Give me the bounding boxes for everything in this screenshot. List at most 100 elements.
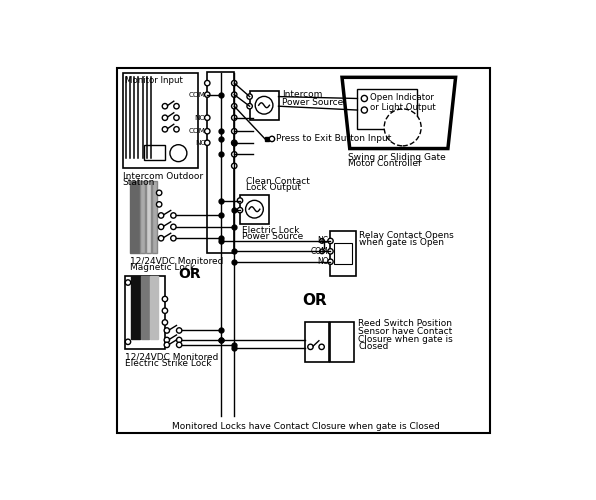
Text: when gate is Open: when gate is Open [359, 238, 445, 246]
Text: Motor Controller: Motor Controller [348, 158, 421, 168]
Circle shape [174, 126, 179, 132]
Circle shape [269, 136, 275, 141]
Circle shape [125, 280, 131, 285]
Circle shape [170, 213, 176, 218]
Text: Relay Contact Opens: Relay Contact Opens [359, 230, 454, 239]
Text: NC: NC [195, 140, 206, 146]
Text: Power Source: Power Source [283, 98, 344, 107]
Bar [240, 195, 269, 224]
Circle shape [361, 107, 368, 113]
Circle shape [231, 163, 237, 168]
Polygon shape [342, 78, 455, 148]
Bar [132, 276, 140, 339]
Circle shape [164, 328, 169, 333]
Text: COM: COM [311, 247, 328, 256]
Text: OR: OR [303, 293, 327, 308]
Text: Reed Switch Position: Reed Switch Position [358, 319, 452, 328]
Text: 12/24VDC Monitored: 12/24VDC Monitored [131, 256, 224, 266]
Circle shape [204, 128, 210, 134]
Bar [265, 136, 269, 141]
Bar [145, 182, 151, 252]
Circle shape [204, 115, 210, 120]
Text: 12/24VDC Monitored: 12/24VDC Monitored [125, 352, 218, 362]
Circle shape [159, 213, 164, 218]
Bar [139, 182, 145, 252]
Text: NO: NO [194, 115, 206, 120]
Bar [144, 146, 165, 160]
Bar [150, 276, 159, 339]
Circle shape [231, 80, 237, 86]
Circle shape [162, 126, 167, 132]
Circle shape [162, 320, 167, 325]
Text: Intercom Outdoor: Intercom Outdoor [123, 172, 203, 181]
Bar [330, 322, 353, 362]
Circle shape [328, 259, 333, 264]
Text: Closed: Closed [358, 342, 389, 351]
Circle shape [231, 104, 237, 109]
Bar [125, 276, 165, 349]
Circle shape [204, 140, 210, 145]
Bar [152, 182, 157, 252]
Bar [131, 182, 139, 252]
Circle shape [174, 115, 179, 120]
Text: Press to Exit Button Input: Press to Exit Button Input [276, 134, 391, 143]
Text: or Light Output: or Light Output [370, 103, 436, 112]
Circle shape [231, 152, 237, 157]
Circle shape [231, 140, 237, 145]
Text: Monitored Locks have Contact Closure when gate is Closed: Monitored Locks have Contact Closure whe… [172, 422, 439, 432]
Text: Closure when gate is: Closure when gate is [358, 334, 453, 344]
Circle shape [308, 344, 313, 350]
Circle shape [162, 115, 167, 120]
Circle shape [246, 200, 263, 218]
Circle shape [159, 224, 164, 230]
Circle shape [170, 236, 176, 241]
Text: Magnetic Lock: Magnetic Lock [131, 262, 195, 272]
Text: Clean Contact: Clean Contact [246, 177, 310, 186]
Circle shape [176, 342, 182, 347]
Bar [334, 243, 352, 264]
Text: Electric Strike Lock: Electric Strike Lock [125, 359, 211, 368]
Circle shape [319, 344, 324, 350]
Circle shape [231, 128, 237, 134]
Bar [250, 91, 278, 120]
Circle shape [319, 249, 324, 254]
Text: Open Indicator: Open Indicator [370, 93, 434, 102]
Circle shape [176, 338, 182, 342]
Text: NC: NC [318, 236, 328, 246]
Text: Sensor have Contact: Sensor have Contact [358, 327, 452, 336]
Circle shape [204, 80, 210, 86]
Circle shape [231, 115, 237, 120]
Circle shape [157, 202, 162, 207]
Circle shape [247, 104, 252, 109]
Circle shape [162, 104, 167, 109]
Circle shape [328, 248, 333, 254]
Text: OR: OR [178, 266, 201, 280]
Text: Lock Output: Lock Output [246, 184, 301, 192]
Bar [330, 232, 355, 276]
Circle shape [170, 144, 187, 162]
Circle shape [237, 198, 243, 203]
Circle shape [164, 342, 169, 347]
Circle shape [255, 96, 273, 114]
Text: COM: COM [188, 128, 206, 134]
Circle shape [174, 104, 179, 109]
Circle shape [162, 296, 167, 302]
Circle shape [204, 92, 210, 98]
Bar [306, 322, 328, 362]
Bar [358, 89, 417, 130]
Circle shape [164, 338, 169, 342]
Circle shape [159, 236, 164, 241]
Text: Station: Station [123, 178, 155, 187]
Circle shape [176, 328, 182, 333]
Bar [123, 74, 198, 168]
Circle shape [125, 339, 131, 344]
Text: Intercom: Intercom [283, 90, 322, 99]
Circle shape [247, 94, 252, 100]
Bar [141, 276, 149, 339]
Circle shape [361, 96, 368, 102]
Text: Power Source: Power Source [242, 232, 303, 241]
Circle shape [231, 92, 237, 98]
Text: Electric Lock: Electric Lock [242, 226, 299, 235]
Circle shape [170, 224, 176, 230]
Text: NO: NO [317, 257, 328, 266]
